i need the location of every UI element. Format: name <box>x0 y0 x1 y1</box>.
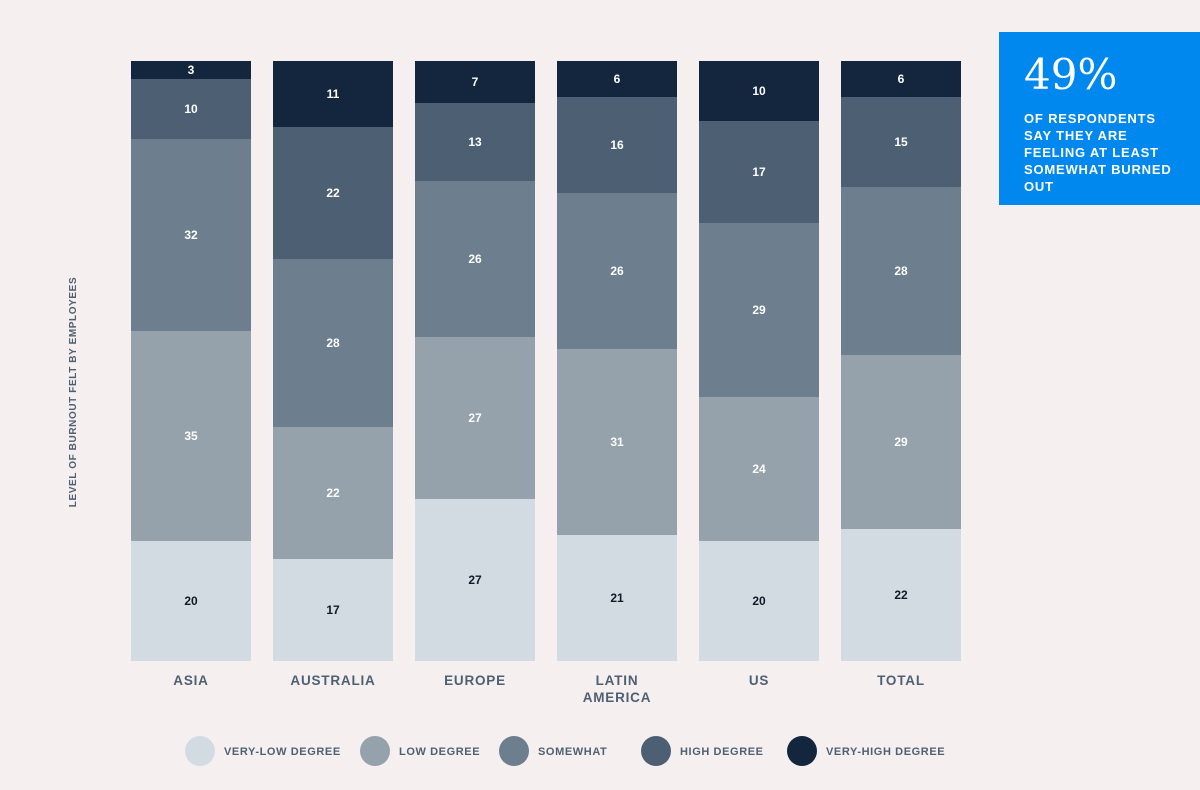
bar-segment <box>131 331 251 541</box>
data-label: 6 <box>614 72 621 86</box>
bar-segment <box>841 355 961 529</box>
bar-segment <box>415 499 535 661</box>
data-label: 29 <box>894 435 908 449</box>
legend: VERY-LOW DEGREE LOW DEGREE SOMEWHAT HIGH DE… <box>185 736 945 766</box>
bar-segment <box>699 121 819 223</box>
bar-segment <box>699 541 819 661</box>
data-label: 13 <box>468 135 482 149</box>
bar-segment <box>273 559 393 661</box>
bar-segment <box>841 529 961 661</box>
data-label: 27 <box>468 573 482 587</box>
data-label: 17 <box>752 165 766 179</box>
data-label: 15 <box>894 135 908 149</box>
legend-label: SOMEWHAT <box>538 746 607 758</box>
data-label: 22 <box>326 486 340 500</box>
bar-segment <box>841 61 961 97</box>
bar-segment <box>273 427 393 559</box>
callout-text: OF RESPONDENTS SAY THEY ARE FEELING AT L… <box>1024 111 1172 194</box>
bar-segment <box>273 259 393 427</box>
data-label: 3 <box>188 63 195 77</box>
legend-label: VERY-HIGH DEGREE <box>826 746 945 758</box>
bar-segment <box>557 61 677 97</box>
data-label: 26 <box>610 264 624 278</box>
category-label: AUSTRALIA <box>290 673 375 688</box>
bar-segment <box>699 223 819 397</box>
data-label: 6 <box>898 72 905 86</box>
data-label: 35 <box>184 429 198 443</box>
category-label: LATIN AMERICA <box>583 673 652 705</box>
data-label: 7 <box>472 75 479 89</box>
y-axis-label: LEVEL OF BURNOUT FELT BY EMPLOYEES <box>68 277 79 507</box>
data-label: 16 <box>610 138 624 152</box>
bar-segment <box>415 337 535 499</box>
bar-segment <box>557 349 677 535</box>
data-label: 32 <box>184 228 198 242</box>
category-label: EUROPE <box>444 673 506 688</box>
data-label: 17 <box>326 603 340 617</box>
bar-segment <box>131 61 251 79</box>
bar-segment <box>557 97 677 193</box>
data-label: 11 <box>327 87 340 101</box>
bar-segment <box>557 193 677 349</box>
data-label: 10 <box>184 102 198 116</box>
bar-segment <box>131 79 251 139</box>
data-label: 22 <box>326 186 340 200</box>
data-label: 24 <box>752 462 766 476</box>
bar-segment <box>415 61 535 103</box>
data-label: 29 <box>752 303 766 317</box>
callout-percentage: 49% <box>1024 50 1118 99</box>
legend-label: HIGH DEGREE <box>680 746 764 758</box>
bar-segment <box>841 187 961 355</box>
legend-swatch <box>185 736 215 766</box>
bar-segment <box>841 97 961 187</box>
bar-segment <box>557 535 677 661</box>
bar-segment <box>131 139 251 331</box>
category-label: US <box>749 673 769 688</box>
legend-label: LOW DEGREE <box>399 746 480 758</box>
data-label: 20 <box>752 594 766 608</box>
data-label: 20 <box>184 594 198 608</box>
data-label: 26 <box>468 252 482 266</box>
category-label: TOTAL <box>877 673 925 688</box>
bar-segment <box>273 127 393 259</box>
bar-segment <box>415 103 535 181</box>
data-label: 21 <box>610 591 624 605</box>
data-label: 27 <box>468 411 482 425</box>
summary-callout: 49% OF RESPONDENTS SAY THEY ARE FEELING … <box>999 32 1200 205</box>
bar-segment <box>273 61 393 127</box>
bars-layer: 20 35 32 10 3 17 22 28 22 11 27 27 26 13 7 21 31 26 16 6 20 2… <box>131 61 961 661</box>
category-label: ASIA <box>173 673 208 688</box>
bar-segment <box>415 181 535 337</box>
data-label: 28 <box>326 336 340 350</box>
category-labels: ASIA AUSTRALIA EUROPE LATIN AMERICA US TOTAL <box>173 673 925 705</box>
legend-swatch <box>641 736 671 766</box>
bar-segment <box>699 61 819 121</box>
data-label: 28 <box>894 264 908 278</box>
legend-label: VERY-LOW DEGREE <box>224 746 341 758</box>
legend-swatch <box>360 736 390 766</box>
bar-segment <box>131 541 251 661</box>
data-label: 31 <box>610 435 624 449</box>
legend-swatch <box>499 736 529 766</box>
data-label: 10 <box>752 84 766 98</box>
data-label: 22 <box>894 588 908 602</box>
bar-segment <box>699 397 819 541</box>
legend-swatch <box>787 736 817 766</box>
